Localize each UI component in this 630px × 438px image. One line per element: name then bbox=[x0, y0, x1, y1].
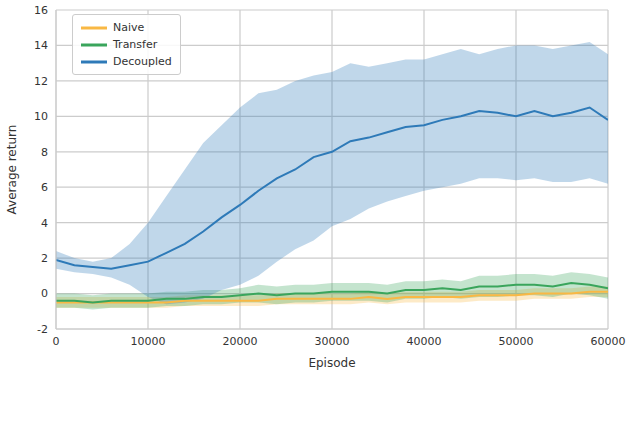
html-text:Transfer: Transfer bbox=[113, 38, 158, 51]
svg-text:40000: 40000 bbox=[407, 335, 442, 348]
svg-text:Average return: Average return bbox=[8, 125, 19, 215]
svg-text:20000: 20000 bbox=[223, 335, 258, 348]
html-text:Naive: Naive bbox=[113, 21, 145, 34]
svg-text:60000: 60000 bbox=[591, 335, 623, 348]
svg-text:10: 10 bbox=[34, 110, 48, 123]
svg-text:10000: 10000 bbox=[131, 335, 166, 348]
svg-text:30000: 30000 bbox=[315, 335, 350, 348]
svg-text:8: 8 bbox=[41, 146, 48, 159]
svg-text:0: 0 bbox=[53, 335, 60, 348]
svg-text:0: 0 bbox=[41, 287, 48, 300]
svg-text:14: 14 bbox=[34, 39, 48, 52]
svg-text:Episode: Episode bbox=[308, 356, 355, 370]
svg-text:12: 12 bbox=[34, 75, 48, 88]
svg-text:4: 4 bbox=[41, 217, 48, 230]
svg-text:6: 6 bbox=[41, 181, 48, 194]
html-text:Decoupled: Decoupled bbox=[113, 55, 172, 68]
svg-text:2: 2 bbox=[41, 252, 48, 265]
svg-text:16: 16 bbox=[34, 4, 48, 17]
svg-text:50000: 50000 bbox=[499, 335, 534, 348]
svg-text:-2: -2 bbox=[37, 323, 48, 336]
